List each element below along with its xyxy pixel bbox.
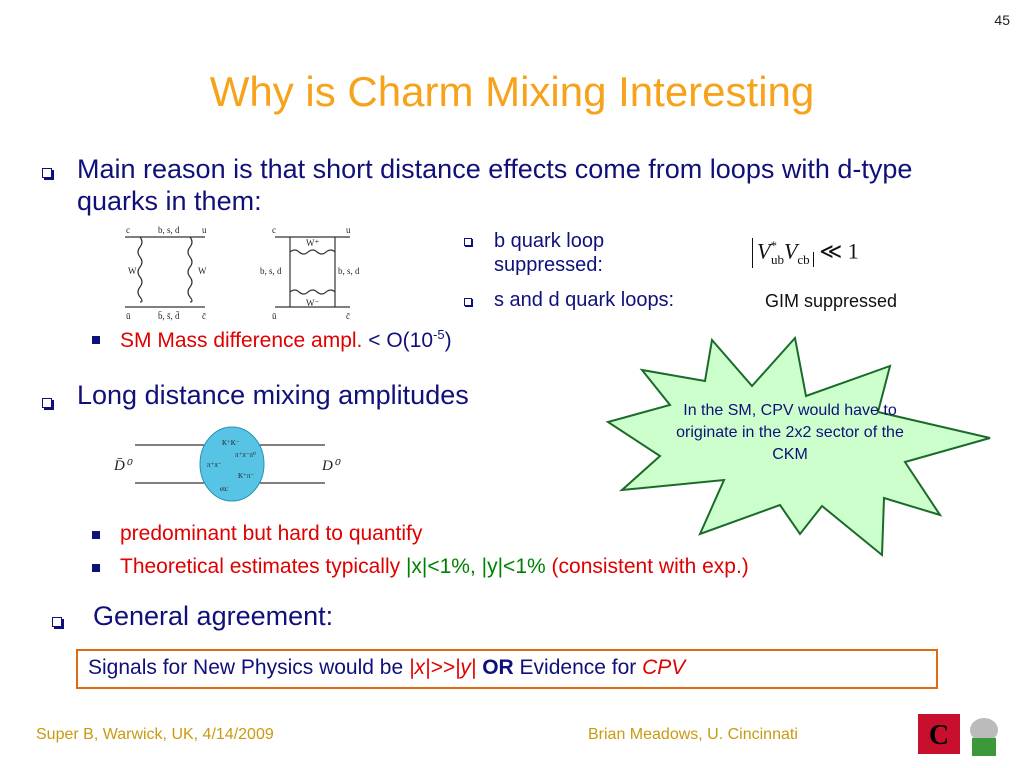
sub-bullet-text: s and d quark loops: [494, 289, 675, 311]
text-run: SM Mass difference ampl. [120, 329, 363, 352]
formula-part: V [783, 238, 798, 264]
formula-part: cb [797, 251, 814, 267]
diagram-label: c̄ [346, 311, 350, 321]
diagram-label: b, s, d [338, 266, 360, 276]
sub-bullet-icon [464, 298, 472, 306]
callout-text: In the SM, CPV would have to originate i… [676, 402, 904, 463]
diagram-label: π⁺π⁻π⁰ [235, 451, 256, 459]
long-distance-diagram: K⁺K⁻ π⁺π⁻π⁰ π⁺π⁻ K⁺π⁻ etc D̄⁰ D⁰ [113, 426, 341, 502]
title: Why is Charm Mixing Interesting [209, 68, 815, 115]
diagram-label: K⁺K⁻ [222, 439, 240, 447]
footer-right: Brian Meadows, U. Cincinnati [588, 726, 798, 743]
formula-part: ub [770, 251, 784, 267]
page-number: 45 [994, 12, 1010, 28]
text-run: Theoretical estimates typically [120, 555, 401, 578]
text-run: |x|<1%, |y|<1% [405, 555, 546, 578]
conclusion-box: Signals for New Physics would be |x|>>|y… [76, 649, 938, 689]
text-run: < O(10 [368, 329, 434, 352]
text-run: Evidence for [519, 656, 637, 679]
sub-bullet-icon [464, 238, 472, 246]
bullet-icon [42, 398, 52, 408]
sub-bullet-icon [92, 336, 100, 344]
text-run: -5 [433, 327, 445, 342]
sub-bullet-text: Theoretical estimates typically |x|<1%, … [120, 555, 749, 579]
formula-part: V [757, 238, 771, 264]
sub-bullet-icon [92, 531, 100, 539]
diagram-label: b̄, s̄, d̄ [158, 311, 180, 321]
diagram-label: D⁰ [321, 458, 341, 474]
svg-text:C: C [929, 720, 949, 751]
gim-text: GIM suppressed [765, 291, 898, 311]
sub-bullet-text: b quark loop suppressed: [494, 230, 605, 276]
diagram-label: K⁺π⁻ [238, 472, 254, 480]
sub-bullet-icon [92, 564, 100, 572]
feynman-diagrams: c b, s, d u W W ū b̄, s̄, d̄ c̄ c W⁺ u b… [125, 225, 360, 321]
formula: V*ubVcb ≪ 1 [752, 238, 859, 268]
text-run: Signals for New Physics would be [88, 656, 404, 679]
text-run: |x|>>|y| [409, 656, 477, 679]
diagram-label: D̄⁰ [113, 458, 133, 474]
text-run: (consistent with exp.) [551, 555, 749, 578]
text-run: OR [482, 656, 514, 679]
bullet-icon [52, 617, 62, 627]
footer-left: Super B, Warwick, UK, 4/14/2009 [36, 726, 274, 743]
diagram-label: W⁺ [306, 238, 319, 248]
diagram-label: b, s, d [260, 266, 282, 276]
diagram-label: c [126, 225, 130, 235]
diagram-label: W [198, 266, 207, 276]
diagram-label: W⁻ [306, 298, 319, 308]
diagram-label: W [128, 266, 137, 276]
logos: C [918, 714, 998, 756]
diagram-label: u [346, 225, 351, 235]
bullet-icon [42, 168, 52, 178]
bullet-text: General agreement: [93, 601, 334, 631]
text-run: CPV [642, 656, 686, 679]
diagram-label: ū [126, 311, 131, 321]
bullet-text: Main reason is that short distance effec… [77, 154, 913, 216]
diagram-label: b, s, d [158, 225, 180, 235]
diagram-label: π⁺π⁻ [207, 461, 222, 469]
sub-bullet-text: predominant but hard to quantify [120, 522, 423, 545]
formula-part: ≪ 1 [819, 238, 859, 264]
diagram-label: etc [220, 485, 228, 493]
diagram-label: u [202, 225, 207, 235]
sub-bullet-text: SM Mass difference ampl. < O(10-5) [120, 327, 452, 353]
diagram-label: ū [272, 311, 277, 321]
bullet-text: Long distance mixing amplitudes [77, 380, 469, 410]
diagram-label: c̄ [202, 311, 206, 321]
formula-part: * [770, 238, 777, 253]
text-run: ) [444, 329, 452, 352]
diagram-label: c [272, 225, 276, 235]
